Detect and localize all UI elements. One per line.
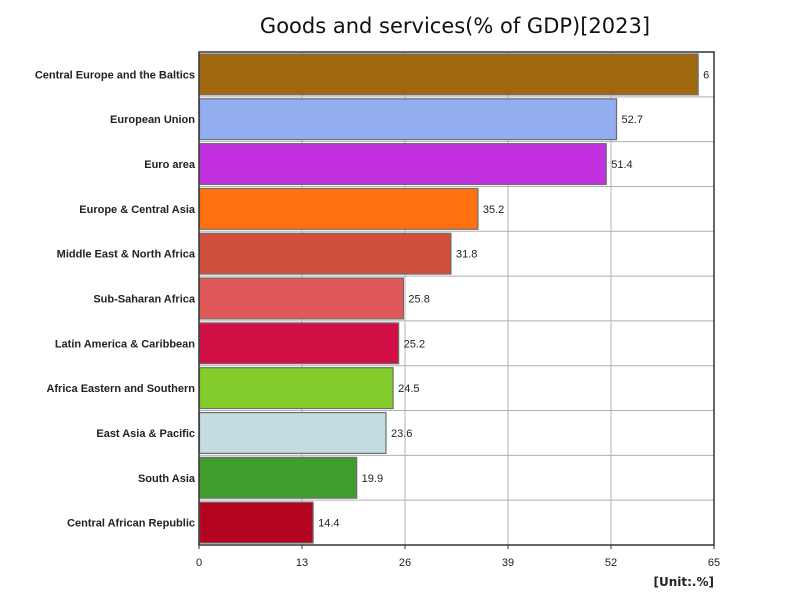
- bar: [198, 232, 452, 275]
- bar: [198, 411, 387, 454]
- x-tick-label: 26: [399, 557, 411, 569]
- bar: [198, 53, 699, 96]
- x-tick-label: 13: [296, 557, 308, 569]
- x-tick-label: 65: [708, 557, 720, 569]
- category-label: Africa Eastern and Southern: [46, 383, 195, 395]
- bar: [198, 456, 358, 499]
- x-tick-label: 39: [502, 557, 514, 569]
- category-label: Central Europe and the Baltics: [35, 69, 195, 81]
- bar: [198, 501, 314, 544]
- value-label: 6: [703, 69, 709, 81]
- value-label: 24.5: [398, 383, 419, 395]
- unit-label: [Unit:.%]: [653, 575, 715, 589]
- category-label: Middle East & North Africa: [57, 249, 196, 261]
- category-label: Latin America & Caribbean: [55, 338, 195, 350]
- value-label: 25.2: [404, 338, 425, 350]
- bar: [198, 98, 618, 141]
- chart-title: Goods and services(% of GDP)[2023]: [259, 14, 651, 38]
- category-label: Euro area: [144, 159, 196, 171]
- value-label: 14.4: [318, 518, 339, 530]
- bar: [198, 322, 400, 365]
- category-label: Europe & Central Asia: [79, 204, 196, 216]
- value-label: 19.9: [362, 473, 383, 485]
- category-label: European Union: [110, 114, 195, 126]
- category-label: Central African Republic: [67, 518, 195, 530]
- value-label: 51.4: [611, 159, 632, 171]
- category-label: Sub-Saharan Africa: [93, 294, 196, 306]
- plot-border: [198, 51, 715, 546]
- value-label: 35.2: [483, 204, 504, 216]
- bar: [198, 143, 607, 186]
- value-label: 23.6: [391, 428, 412, 440]
- x-tick-label: 52: [605, 557, 617, 569]
- x-tick-label: 0: [196, 557, 202, 569]
- category-label: East Asia & Pacific: [96, 428, 195, 440]
- bar: [198, 367, 394, 410]
- value-label: 25.8: [408, 294, 429, 306]
- category-label: South Asia: [138, 473, 196, 485]
- value-label: 52.7: [622, 114, 643, 126]
- bar: [198, 187, 479, 230]
- bar: [198, 277, 405, 320]
- value-label: 31.8: [456, 249, 477, 261]
